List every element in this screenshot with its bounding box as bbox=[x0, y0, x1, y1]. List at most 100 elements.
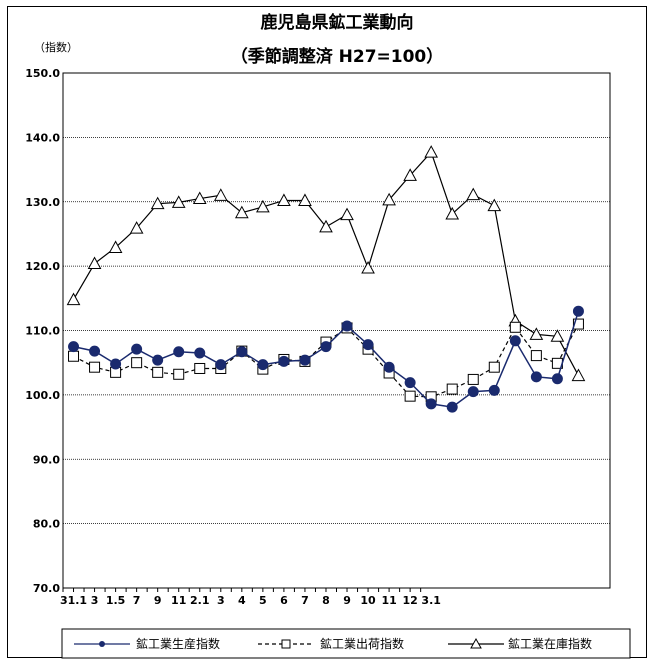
data-point bbox=[550, 329, 565, 342]
data-point bbox=[152, 354, 164, 366]
y-tick-label: 80.0 bbox=[33, 518, 60, 531]
data-point bbox=[194, 347, 206, 359]
grid bbox=[62, 72, 611, 589]
data-point bbox=[236, 346, 248, 358]
data-point bbox=[215, 359, 227, 371]
data-point bbox=[530, 371, 542, 383]
data-point bbox=[488, 361, 500, 373]
legend: 鉱工業生産指数 鉱工業出荷指数 鉱工業在庫指数 bbox=[61, 628, 631, 659]
legend-label: 鉱工業出荷指数 bbox=[320, 636, 404, 651]
x-tick-label: 12 bbox=[402, 594, 417, 607]
data-point bbox=[68, 350, 80, 362]
data-point bbox=[68, 341, 80, 353]
data-point bbox=[467, 386, 479, 398]
data-point bbox=[551, 373, 563, 385]
data-point bbox=[383, 361, 395, 373]
series-鉱工業生産指数 bbox=[68, 305, 584, 413]
chart-frame bbox=[7, 6, 647, 658]
data-point bbox=[277, 193, 291, 206]
y-tick-label: 120.0 bbox=[25, 260, 60, 273]
y-tick-label: 140.0 bbox=[25, 131, 60, 144]
legend-marker bbox=[281, 639, 291, 649]
x-tick-label: 3 bbox=[91, 594, 99, 607]
data-point bbox=[466, 187, 481, 201]
x-tick-label: 8 bbox=[322, 594, 330, 607]
x-tick-label: 11 bbox=[381, 594, 396, 607]
data-point bbox=[403, 168, 417, 181]
data-point bbox=[256, 199, 270, 213]
x-tick-label: 9 bbox=[343, 594, 351, 607]
data-point bbox=[192, 191, 207, 205]
data-point bbox=[446, 383, 458, 395]
data-point bbox=[110, 358, 122, 370]
data-point bbox=[467, 373, 479, 385]
chart-title: 鹿児島県鉱工業動向 bbox=[261, 12, 414, 33]
x-tick-label: 5 bbox=[259, 594, 267, 607]
data-point bbox=[299, 354, 311, 366]
x-tick-label: 1.5 bbox=[106, 594, 126, 607]
data-point bbox=[131, 357, 143, 369]
data-point bbox=[87, 256, 102, 270]
legend-label: 鉱工業在庫指数 bbox=[508, 636, 592, 651]
x-tick-label: 10 bbox=[360, 594, 376, 607]
data-point bbox=[529, 327, 544, 340]
data-point bbox=[89, 361, 101, 373]
data-point bbox=[173, 346, 185, 358]
data-point bbox=[341, 320, 353, 332]
data-point bbox=[446, 401, 458, 413]
data-point bbox=[194, 362, 206, 374]
data-point bbox=[382, 192, 396, 206]
data-point bbox=[213, 188, 228, 201]
data-point bbox=[425, 398, 437, 410]
data-point bbox=[171, 195, 186, 208]
legend-box bbox=[61, 628, 631, 659]
x-tick-label: 31.1 bbox=[60, 594, 87, 607]
series-layer bbox=[66, 145, 586, 413]
x-tick-label: 4 bbox=[238, 594, 246, 607]
x-tick-label: 3 bbox=[217, 594, 225, 607]
data-point bbox=[340, 207, 354, 221]
data-point bbox=[320, 341, 332, 353]
data-point bbox=[572, 305, 584, 317]
data-point bbox=[404, 390, 416, 402]
data-point bbox=[509, 321, 521, 333]
data-point bbox=[424, 145, 439, 158]
data-point bbox=[173, 368, 185, 380]
series-line bbox=[73, 323, 579, 398]
data-point bbox=[530, 350, 542, 362]
data-point bbox=[571, 368, 586, 382]
y-tick-label: 150.0 bbox=[25, 67, 60, 80]
data-point bbox=[509, 335, 521, 347]
data-point bbox=[572, 318, 584, 330]
x-tick-label: 7 bbox=[301, 594, 309, 607]
y-tick-label: 130.0 bbox=[25, 196, 60, 209]
data-point bbox=[361, 261, 375, 274]
data-point bbox=[445, 206, 460, 220]
legend-entry: 鉱工業在庫指数 bbox=[448, 636, 592, 651]
x-axis: 31.1 3 1.5 7 9 11 2.1 3 4 5 6 7 8 9 10 11 12 3.1 bbox=[60, 588, 441, 607]
data-point bbox=[234, 205, 249, 219]
legend-marker bbox=[470, 637, 482, 649]
chart-subtitle: （季節調整済 H27=100） bbox=[231, 46, 444, 67]
legend-label: 鉱工業生産指数 bbox=[136, 636, 220, 651]
data-point bbox=[257, 359, 269, 371]
legend-entry: 鉱工業出荷指数 bbox=[258, 636, 404, 651]
data-point bbox=[278, 355, 290, 367]
x-tick-label: 6 bbox=[280, 594, 288, 607]
y-tick-label: 100.0 bbox=[25, 389, 60, 402]
legend-marker bbox=[99, 641, 105, 647]
y-tick-label: 90.0 bbox=[33, 453, 60, 466]
series-line bbox=[73, 310, 580, 408]
data-point bbox=[129, 221, 144, 234]
y-tick-label: 70.0 bbox=[33, 582, 60, 595]
x-tick-label: 3.1 bbox=[421, 594, 441, 607]
data-point bbox=[488, 384, 500, 396]
data-point bbox=[319, 219, 333, 233]
y-tick-label: 110.0 bbox=[25, 325, 60, 338]
y-axis-label: （指数） bbox=[34, 40, 78, 54]
data-point bbox=[150, 196, 165, 210]
legend-entry: 鉱工業生産指数 bbox=[74, 636, 220, 651]
data-point bbox=[108, 240, 123, 253]
x-tick-label: 2.1 bbox=[190, 594, 210, 607]
